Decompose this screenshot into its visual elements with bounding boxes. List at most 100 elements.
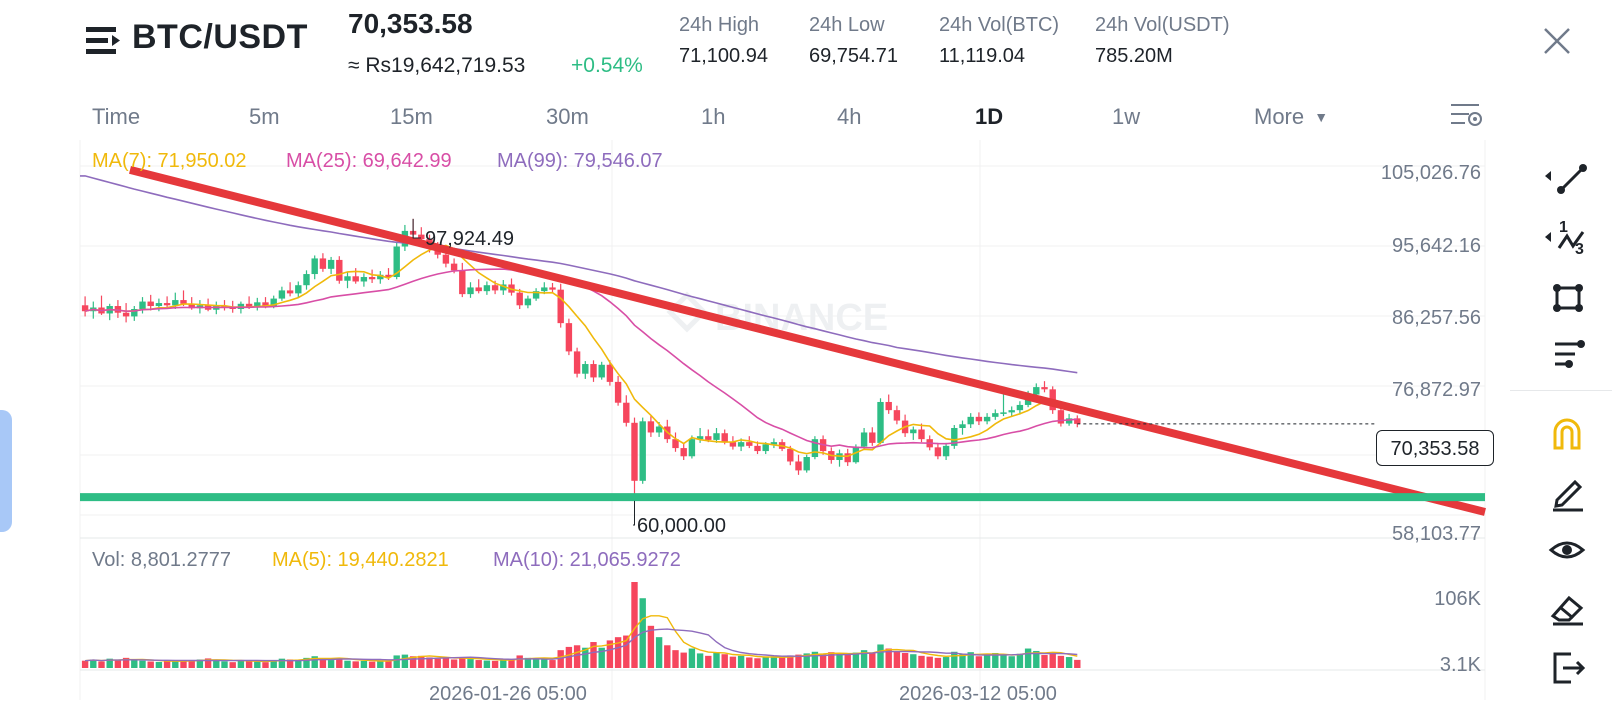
volume-bar xyxy=(811,651,819,668)
tab-1d[interactable]: 1D xyxy=(975,104,1004,129)
candle-body xyxy=(278,290,286,299)
price-tick: 86,257.56 xyxy=(1392,307,1481,329)
tab-30m[interactable]: 30m xyxy=(546,104,589,129)
volume-bar xyxy=(368,661,376,668)
tab-4h[interactable]: 4h xyxy=(837,104,862,129)
candle-body xyxy=(122,312,130,317)
ma25-legend: MA(25): 69,642.99 xyxy=(286,150,452,172)
candle-body xyxy=(860,432,868,447)
candle-body xyxy=(303,274,310,286)
tab-1w[interactable]: 1w xyxy=(1112,104,1141,129)
volume-bar xyxy=(139,660,146,668)
ma99-line xyxy=(80,175,1078,374)
volume-bar xyxy=(172,660,179,668)
volume-bar xyxy=(852,652,860,668)
volume-bar xyxy=(122,657,130,668)
volume-bar xyxy=(98,661,105,668)
candle-body xyxy=(139,301,146,310)
candle-body xyxy=(114,306,122,313)
volume-bar xyxy=(893,651,901,668)
parallel-lines-tool-icon[interactable] xyxy=(1545,332,1589,376)
tab-1h[interactable]: 1h xyxy=(701,104,726,129)
candle-body xyxy=(147,301,154,307)
candle-body xyxy=(606,364,614,382)
candle-body xyxy=(516,292,523,306)
volume-bar xyxy=(836,653,843,668)
candle-body xyxy=(418,234,425,240)
candle-body xyxy=(688,439,696,457)
volume-bar xyxy=(262,662,269,668)
pencil-icon[interactable] xyxy=(1545,470,1589,514)
side-drawer-handle[interactable] xyxy=(0,410,12,532)
trendline xyxy=(129,166,1486,516)
eye-icon[interactable] xyxy=(1545,528,1589,572)
tab-more[interactable]: More ▼ xyxy=(1254,104,1328,130)
volume-bar xyxy=(819,654,827,668)
tab-5m[interactable]: 5m xyxy=(249,104,280,129)
low-leader-line xyxy=(633,500,635,526)
candle-body xyxy=(877,401,884,443)
candle-body xyxy=(270,298,277,307)
volume-bar xyxy=(344,660,351,668)
candle-body xyxy=(557,289,564,324)
volume-bar xyxy=(508,659,515,668)
candle-body xyxy=(155,303,163,307)
menu-icon[interactable] xyxy=(86,25,122,57)
candle-body xyxy=(582,364,589,374)
volume-bar xyxy=(155,661,163,668)
trendline-tool-icon[interactable] xyxy=(1545,158,1589,202)
volume-bar xyxy=(303,657,310,668)
shape-tool-icon[interactable] xyxy=(1545,276,1589,320)
pair-title[interactable]: BTC/USDT xyxy=(132,18,308,56)
volume-bar xyxy=(614,637,622,668)
candle-body xyxy=(532,291,540,299)
candle-body xyxy=(524,298,532,306)
candle-body xyxy=(500,284,507,291)
candle-body xyxy=(172,300,179,306)
volume-bar xyxy=(746,657,753,668)
volume-bar xyxy=(336,657,343,668)
volume-bar xyxy=(573,645,581,668)
candle-body xyxy=(910,429,917,434)
exit-icon[interactable] xyxy=(1545,644,1589,688)
volume-bar xyxy=(729,656,737,668)
volume-bar xyxy=(721,654,728,668)
volume-bar xyxy=(254,661,261,668)
more-label: More xyxy=(1254,104,1305,129)
candle-body xyxy=(992,413,999,417)
candle-body xyxy=(787,448,794,462)
volume-bar xyxy=(377,660,384,668)
close-icon[interactable] xyxy=(1542,26,1572,56)
candle-body xyxy=(467,287,474,295)
fibonacci-tool-icon[interactable]: 1 3 xyxy=(1545,216,1589,260)
volume-bar xyxy=(131,659,138,668)
tab-15m[interactable]: 15m xyxy=(390,104,433,129)
eraser-icon[interactable] xyxy=(1545,586,1589,630)
volume-bar xyxy=(434,658,441,668)
magnet-icon[interactable] xyxy=(1545,412,1589,456)
volume-bar xyxy=(664,645,671,668)
volume-bar xyxy=(524,657,532,668)
candle-body xyxy=(385,274,392,278)
volume-bar xyxy=(705,655,712,668)
volume-bar xyxy=(270,660,277,668)
volume-bar xyxy=(787,655,794,668)
candle-body xyxy=(795,461,802,471)
vol-ma10-legend: MA(10): 21,065.9272 xyxy=(493,549,681,571)
volume-bar xyxy=(221,661,228,668)
volume-bar xyxy=(910,654,917,668)
volume-bar xyxy=(549,660,556,668)
tab-time[interactable]: Time xyxy=(92,104,141,129)
volume-bar xyxy=(516,655,523,668)
volume-bar xyxy=(737,655,745,668)
candle-body xyxy=(959,424,966,429)
volume-bar xyxy=(901,652,909,668)
candle-body xyxy=(459,270,466,295)
candle-body xyxy=(803,457,810,471)
chart-settings-icon[interactable] xyxy=(1449,101,1483,131)
volume-bar xyxy=(1016,653,1024,668)
ma7-line xyxy=(84,244,1078,458)
volume-bar xyxy=(926,656,933,668)
candle-body xyxy=(967,416,974,425)
